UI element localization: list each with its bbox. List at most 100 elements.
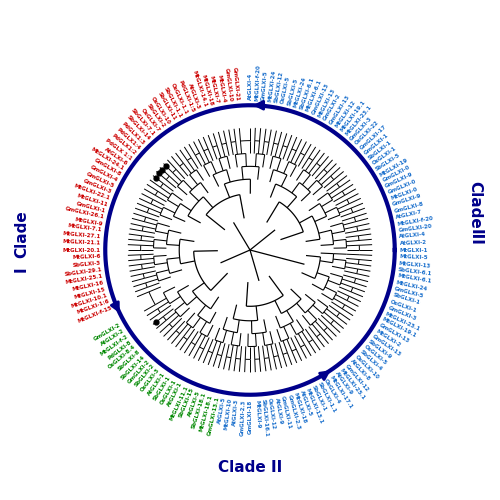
Text: SbGLXI-1.1: SbGLXI-1.1 xyxy=(163,86,183,118)
Text: SbGLXI-1: SbGLXI-1 xyxy=(392,292,420,306)
Text: MtGLXI-27.1: MtGLXI-27.1 xyxy=(63,231,101,239)
Text: OsGLXI-1: OsGLXI-1 xyxy=(390,299,418,313)
Text: MtGLXI-22.1: MtGLXI-22.1 xyxy=(73,184,110,201)
Text: AtGLXI-5: AtGLXI-5 xyxy=(187,390,201,417)
Text: MtGLXI-4: MtGLXI-4 xyxy=(216,74,226,103)
Text: AtGLXI-6: AtGLXI-6 xyxy=(104,146,129,167)
Text: PdGLXI-8: PdGLXI-8 xyxy=(108,339,133,360)
Text: GmGLXI-5: GmGLXI-5 xyxy=(86,172,116,189)
Text: SbGLXI-1.1: SbGLXI-1.1 xyxy=(317,382,337,414)
Text: GmGLXI-10: GmGLXI-10 xyxy=(224,68,233,102)
Text: GmGLXI-13: GmGLXI-13 xyxy=(378,322,410,344)
Text: GmGLXI-2.3: GmGLXI-2.3 xyxy=(286,394,300,430)
Text: AtGLXI-3: AtGLXI-3 xyxy=(187,83,201,110)
Text: GmGLXI-8: GmGLXI-8 xyxy=(394,201,424,213)
Text: MtGLXI-5: MtGLXI-5 xyxy=(400,254,428,260)
Text: PdGLX1:3: PdGLX1:3 xyxy=(121,121,146,146)
Text: GmGLXI-4: GmGLXI-4 xyxy=(89,164,118,183)
Text: GmGLXI-26.1: GmGLXI-26.1 xyxy=(64,206,104,220)
Text: SbGLXI-3: SbGLXI-3 xyxy=(72,260,101,268)
Text: MtGLXI-10: MtGLXI-10 xyxy=(224,398,233,430)
Text: PdGLXI-1:5: PdGLXI-1:5 xyxy=(178,79,195,113)
Text: SbGLXI-5: SbGLXI-5 xyxy=(286,78,298,106)
Text: MtGLXI-f-20: MtGLXI-f-20 xyxy=(397,215,434,226)
Text: GmGLXI-5: GmGLXI-5 xyxy=(394,286,424,299)
Text: MtGLXI-14.1: MtGLXI-14.1 xyxy=(191,70,208,108)
Text: MtGLXI-25.1: MtGLXI-25.1 xyxy=(64,274,103,285)
Text: GmGLXI-21: GmGLXI-21 xyxy=(232,67,239,101)
Text: OsGLXI-10: OsGLXI-10 xyxy=(354,354,380,380)
Text: MtGLXI-19: MtGLXI-19 xyxy=(378,157,408,178)
Text: MtGLXI-19.1: MtGLXI-19.1 xyxy=(382,317,418,339)
Text: OsGLXI-1: OsGLXI-1 xyxy=(371,146,397,167)
Text: MtGLXI-18.1: MtGLXI-18.1 xyxy=(199,394,214,432)
Text: MtGLXI-10.1: MtGLXI-10.1 xyxy=(70,292,108,309)
Text: MtGLXI-f-15: MtGLXI-f-15 xyxy=(77,305,113,324)
Text: MtGLXI-21.1: MtGLXI-21.1 xyxy=(62,240,100,246)
Text: GmGLXI-8: GmGLXI-8 xyxy=(93,158,122,178)
Text: MtGLXI-0: MtGLXI-0 xyxy=(390,187,418,201)
Text: OsGLXI-5: OsGLXI-5 xyxy=(280,76,291,104)
Text: GmGLXI-9: GmGLXI-9 xyxy=(392,194,422,207)
Text: PdGLX 1:1: PdGLX 1:1 xyxy=(104,138,133,161)
Text: GmGLXI-5: GmGLXI-5 xyxy=(260,70,268,101)
Text: MtGLXI-9: MtGLXI-9 xyxy=(254,400,260,428)
Text: AtGLXI-1: AtGLXI-1 xyxy=(146,371,167,396)
Text: MtGLXI-16: MtGLXI-16 xyxy=(72,280,104,292)
Text: SbGLXI-14: SbGLXI-14 xyxy=(120,354,146,380)
Text: MtGLXI-9: MtGLXI-9 xyxy=(74,216,103,226)
Text: SbGLXI-1: SbGLXI-1 xyxy=(152,375,172,402)
Text: GmGLXI-20: GmGLXI-20 xyxy=(398,224,432,233)
Text: MtGLXI-25.1: MtGLXI-25.1 xyxy=(339,367,366,400)
Text: OsGLXI-4: OsGLXI-4 xyxy=(322,378,341,406)
Text: GmGLXI-3: GmGLXI-3 xyxy=(387,305,418,321)
Text: SbGLXI-1: SbGLXI-1 xyxy=(311,384,328,412)
Text: GmGLXI-1: GmGLXI-1 xyxy=(76,201,106,213)
Text: GmGLXI-13: GmGLXI-13 xyxy=(311,82,330,116)
Text: Clade: Clade xyxy=(14,210,29,258)
Text: GmGLXI-13: GmGLXI-13 xyxy=(371,334,402,357)
Text: AtGLXI-1: AtGLXI-1 xyxy=(166,382,183,408)
Text: OsGLXI-10: OsGLXI-10 xyxy=(150,96,172,125)
Text: SbGLXI-8: SbGLXI-8 xyxy=(117,349,141,372)
Text: GmGLXI-13: GmGLXI-13 xyxy=(328,94,351,125)
Text: GmGLXI-2: GmGLXI-2 xyxy=(126,358,151,384)
Text: SbGLXI-6.1: SbGLXI-6.1 xyxy=(299,76,315,110)
Text: SbGLXI-14: SbGLXI-14 xyxy=(126,114,151,141)
Text: Clade II: Clade II xyxy=(218,460,282,474)
Text: GmGLXI-17: GmGLXI-17 xyxy=(358,124,387,151)
Text: MtGLXI-12: MtGLXI-12 xyxy=(334,100,356,129)
Text: MtGLXI-19.1: MtGLXI-19.1 xyxy=(339,100,366,133)
Text: MtGLXI-24: MtGLXI-24 xyxy=(292,76,307,108)
Text: GmGLXI-12: GmGLXI-12 xyxy=(344,363,370,392)
Text: AtGLXI-3: AtGLXI-3 xyxy=(232,399,239,426)
Text: MtGLXI-23.1: MtGLXI-23.1 xyxy=(344,104,372,137)
Text: MtGLXI-20.1: MtGLXI-20.1 xyxy=(62,248,100,252)
Text: AtGLXI-4: AtGLXI-4 xyxy=(399,232,426,239)
Text: OsGLXI-1: OsGLXI-1 xyxy=(159,378,178,405)
Text: OsGLXI-12: OsGLXI-12 xyxy=(267,398,276,430)
Text: GmGLXi-3: GmGLXi-3 xyxy=(82,179,113,195)
Text: GmGLXI-9: GmGLXI-9 xyxy=(384,172,414,189)
Text: SbGLXI-12: SbGLXI-12 xyxy=(274,70,284,103)
Text: MtGLXI-18: MtGLXI-18 xyxy=(292,392,307,424)
Text: GmGLXI-1: GmGLXI-1 xyxy=(363,132,390,156)
Text: AtGLXI-7: AtGLXI-7 xyxy=(396,210,423,220)
Text: MtGLXI-24.1: MtGLXI-24.1 xyxy=(90,147,125,172)
Text: AtGLXI-2: AtGLXI-2 xyxy=(100,328,125,347)
Text: AtGLXI-2: AtGLXI-2 xyxy=(400,240,426,246)
Text: SbGLXI-2: SbGLXI-2 xyxy=(134,363,156,388)
Text: PdGLX1:4: PdGLX1:4 xyxy=(116,126,141,151)
Text: GmGLXI-0: GmGLXI-0 xyxy=(382,164,411,183)
Text: OsGLXI-22: OsGLXI-22 xyxy=(354,120,380,146)
Text: AtGLXI-4: AtGLXI-4 xyxy=(248,73,252,101)
Text: MtGLXI-7.1: MtGLXI-7.1 xyxy=(68,224,102,233)
Text: MtGLXI-13.1: MtGLXI-13.1 xyxy=(305,387,324,424)
Text: SbGLXI-5: SbGLXI-5 xyxy=(375,152,402,172)
Text: MtGLXI-24: MtGLXI-24 xyxy=(267,70,276,102)
Text: MtGLXI-6: MtGLXI-6 xyxy=(72,254,101,260)
Text: MtGLXI-24: MtGLXI-24 xyxy=(396,280,428,292)
Text: SbGLXI-11: SbGLXI-11 xyxy=(157,92,178,122)
Text: SbGLXI-29.1: SbGLXI-29.1 xyxy=(64,267,102,277)
Text: GmGLXI-2: GmGLXI-2 xyxy=(322,93,342,122)
